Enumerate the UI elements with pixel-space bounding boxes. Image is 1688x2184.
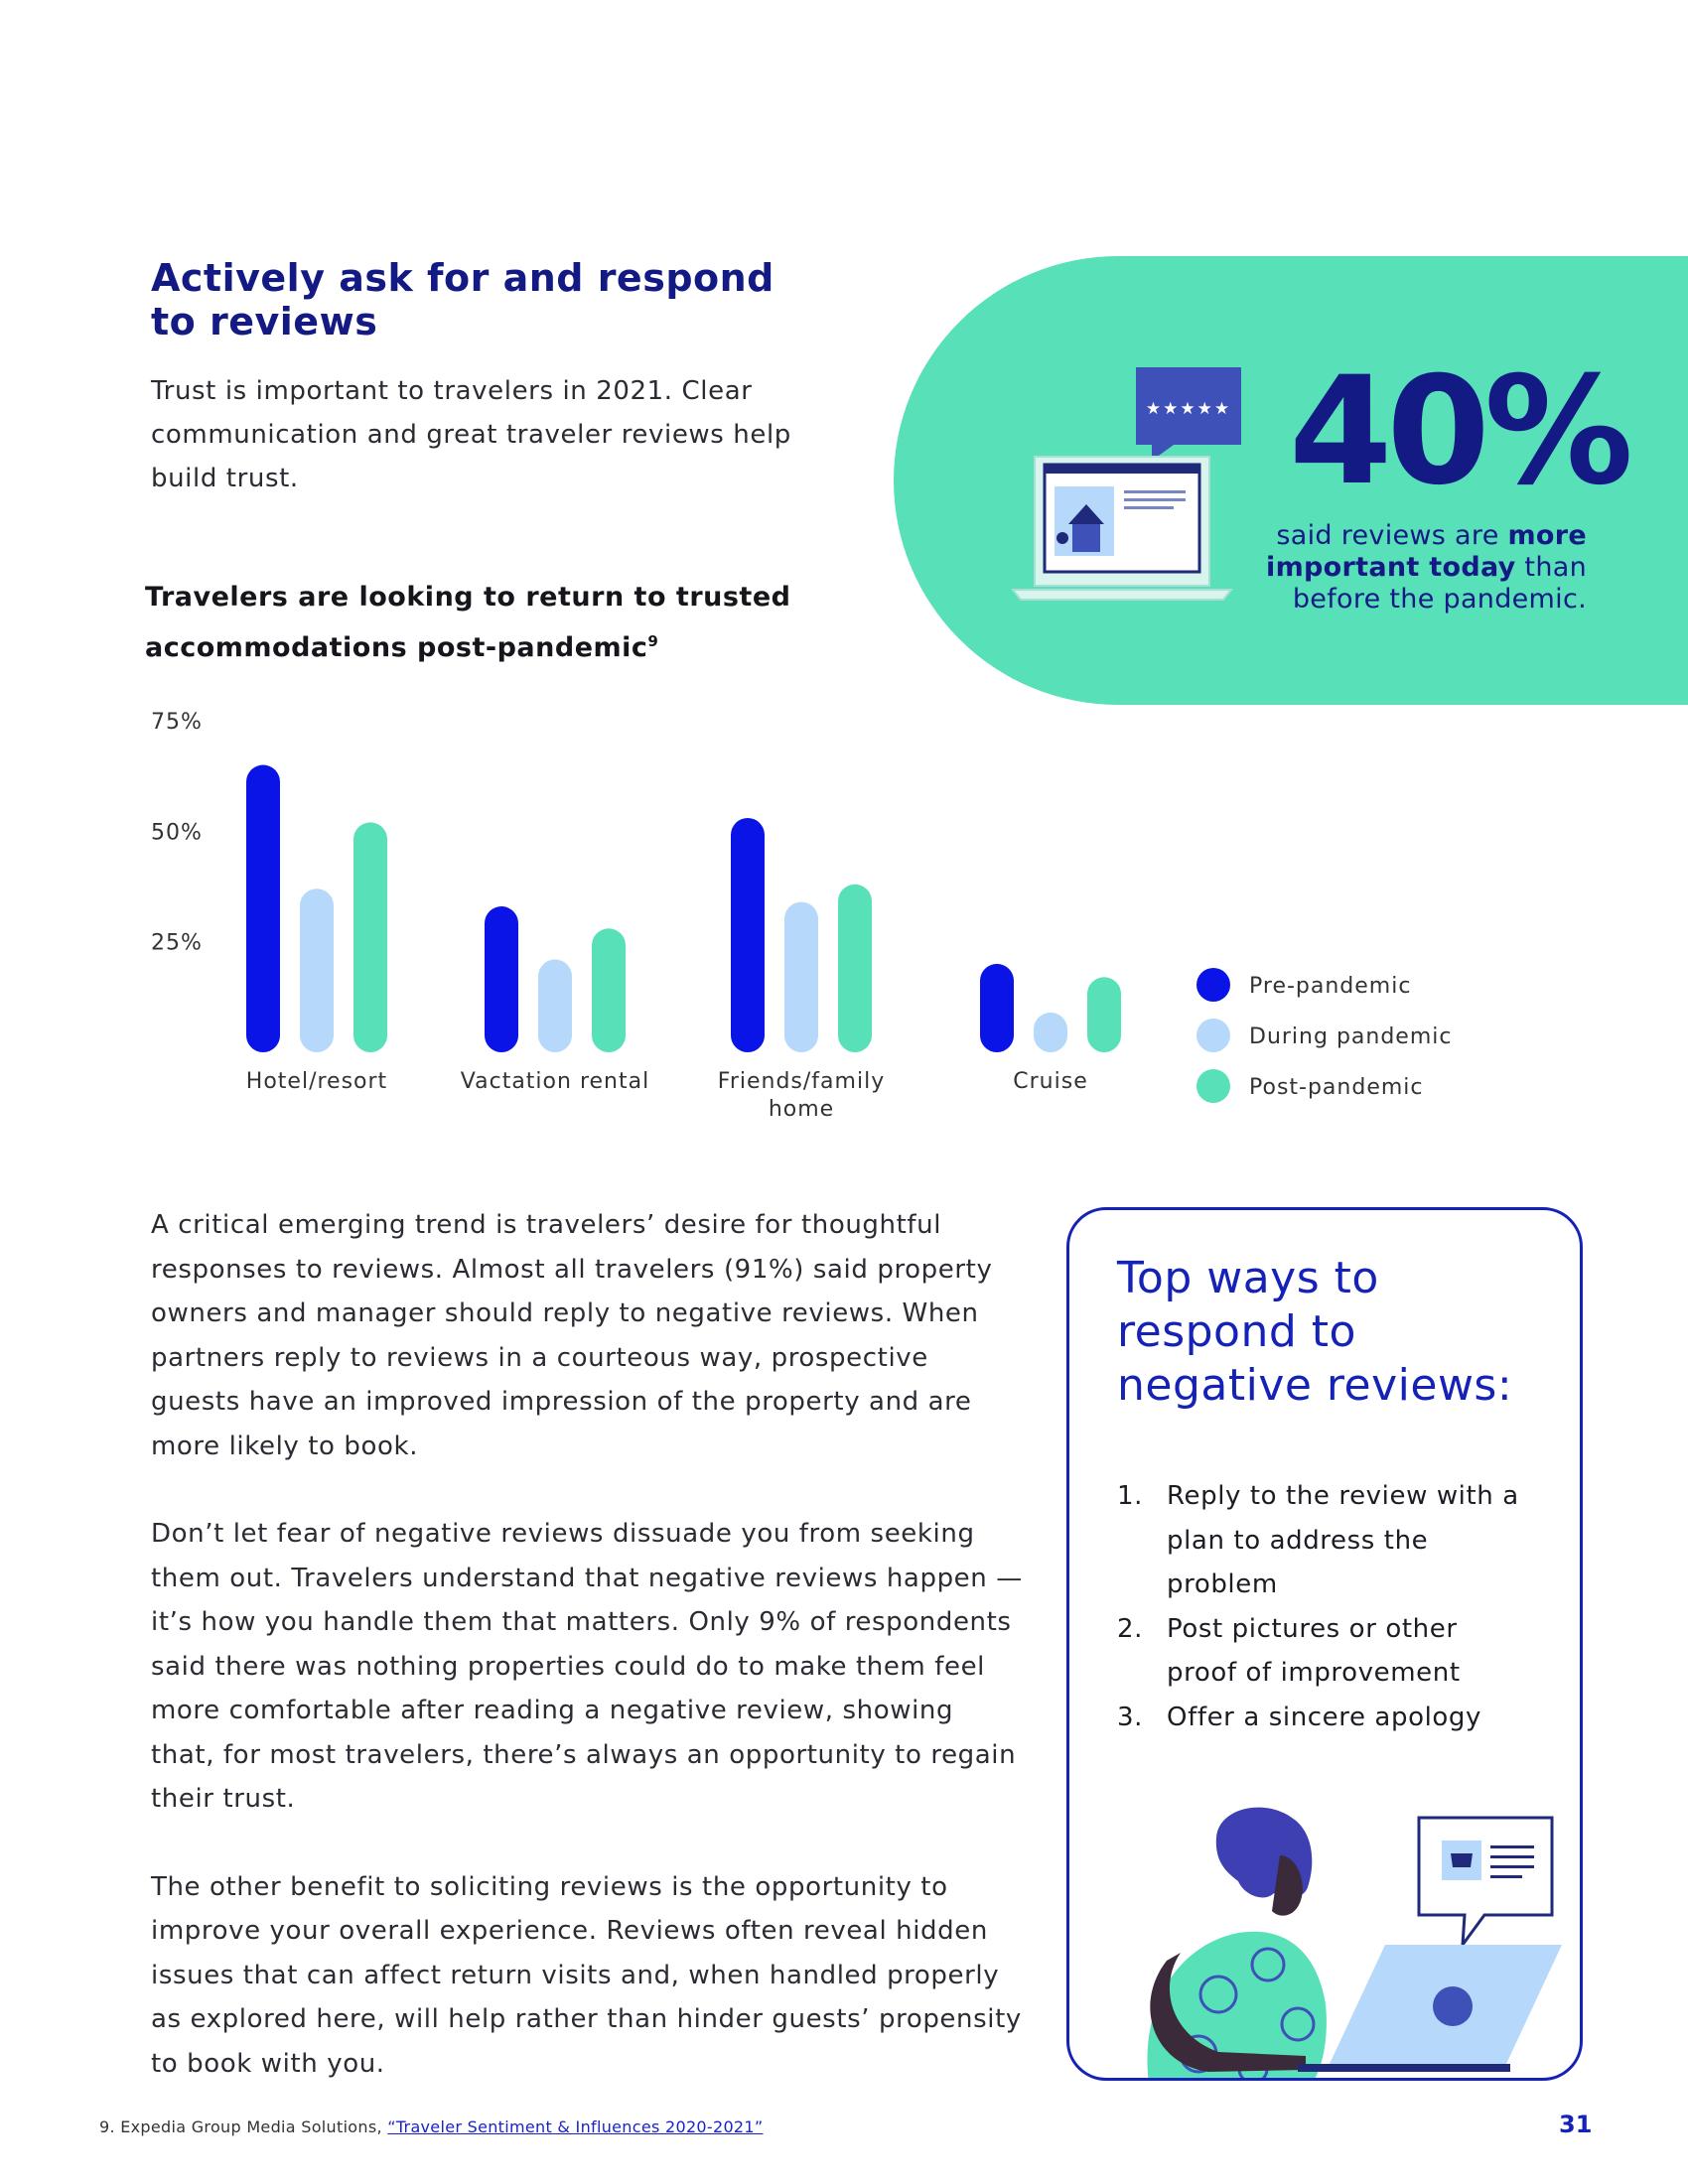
x-category-label: Vactation rental <box>461 1069 649 1094</box>
y-tick-label: 75% <box>151 710 203 735</box>
body-paragraph: A critical emerging trend is travelers’ … <box>151 1210 993 1461</box>
speech-bubble-icon <box>1417 1816 1554 1951</box>
list-item: 2. Post pictures or other proof of improv… <box>1117 1613 1461 1689</box>
chart-title: Travelers are looking to return to trust… <box>145 582 791 663</box>
list-item: 1. Reply to the review with a plan to add… <box>1117 1481 1519 1599</box>
list-item: 3. Offer a sincere apology <box>1117 1702 1482 1732</box>
y-tick-label: 50% <box>151 820 203 845</box>
bar-chart: 75% 50% 25% Hotel/resort Vactation rental Fri… <box>151 710 1452 1122</box>
bar-pre-pandemic <box>731 817 765 1052</box>
bar-pre-pandemic <box>980 963 1014 1052</box>
legend-swatch <box>1196 1019 1230 1052</box>
legend-label: Post-pandemic <box>1249 1075 1424 1100</box>
review-bubble-icon <box>1136 367 1241 445</box>
laptop-review-icon: ★★★★★ <box>1010 367 1241 601</box>
stat-caption: said reviews are more important today th… <box>1266 520 1587 614</box>
rating-stars: ★★★★★ <box>1146 399 1231 419</box>
person-laptop-illustration <box>1147 1807 1562 2078</box>
y-tick-label: 25% <box>151 931 203 956</box>
bar-during-pandemic <box>538 959 572 1052</box>
legend-swatch <box>1196 968 1230 1002</box>
intro-text: Trust is important to travelers in 2021.… <box>151 376 791 493</box>
person-arm <box>1150 1953 1306 2072</box>
x-category-label: Hotel/resort <box>246 1069 387 1094</box>
bar-post-pandemic <box>1087 977 1121 1052</box>
bar-during-pandemic <box>300 888 334 1052</box>
body-paragraph: Don’t let fear of negative reviews dissu… <box>151 1519 1023 1814</box>
legend-swatch <box>1196 1069 1230 1103</box>
legend-label: Pre-pandemic <box>1249 974 1411 999</box>
section-heading: Actively ask for and respond to reviews <box>151 256 774 343</box>
stat-callout-background <box>894 256 1688 705</box>
x-category-label: Cruise <box>1013 1069 1087 1094</box>
bar-during-pandemic <box>784 901 818 1052</box>
stat-value: 40% <box>1289 345 1633 518</box>
bar-during-pandemic <box>1034 1012 1067 1052</box>
body-paragraph: The other benefit to soliciting reviews … <box>151 1871 1022 2079</box>
footnote-link[interactable]: “Traveler Sentiment & Influences 2020-20… <box>387 2117 764 2136</box>
x-category-label: Friends/family home <box>718 1069 885 1122</box>
tips-card: Top ways to respond to negative reviews:… <box>1066 1207 1583 2081</box>
body-text: A critical emerging trend is travelers’ … <box>151 1203 1025 2129</box>
page-number: 31 <box>1559 2111 1593 2138</box>
bar-pre-pandemic <box>246 764 280 1052</box>
legend-label: During pandemic <box>1249 1024 1452 1049</box>
bar-post-pandemic <box>838 884 872 1052</box>
tips-title: Top ways to respond to negative reviews: <box>1117 1253 1513 1411</box>
stat-caption-emphasis: more important today <box>1266 520 1587 583</box>
bar-pre-pandemic <box>485 906 518 1052</box>
tips-list: 1. Reply to the review with a plan to add… <box>1117 1474 1534 1739</box>
footnote: 9. Expedia Group Media Solutions, “Trave… <box>99 2117 764 2136</box>
bar-post-pandemic <box>592 928 626 1052</box>
bar-post-pandemic <box>353 822 387 1052</box>
